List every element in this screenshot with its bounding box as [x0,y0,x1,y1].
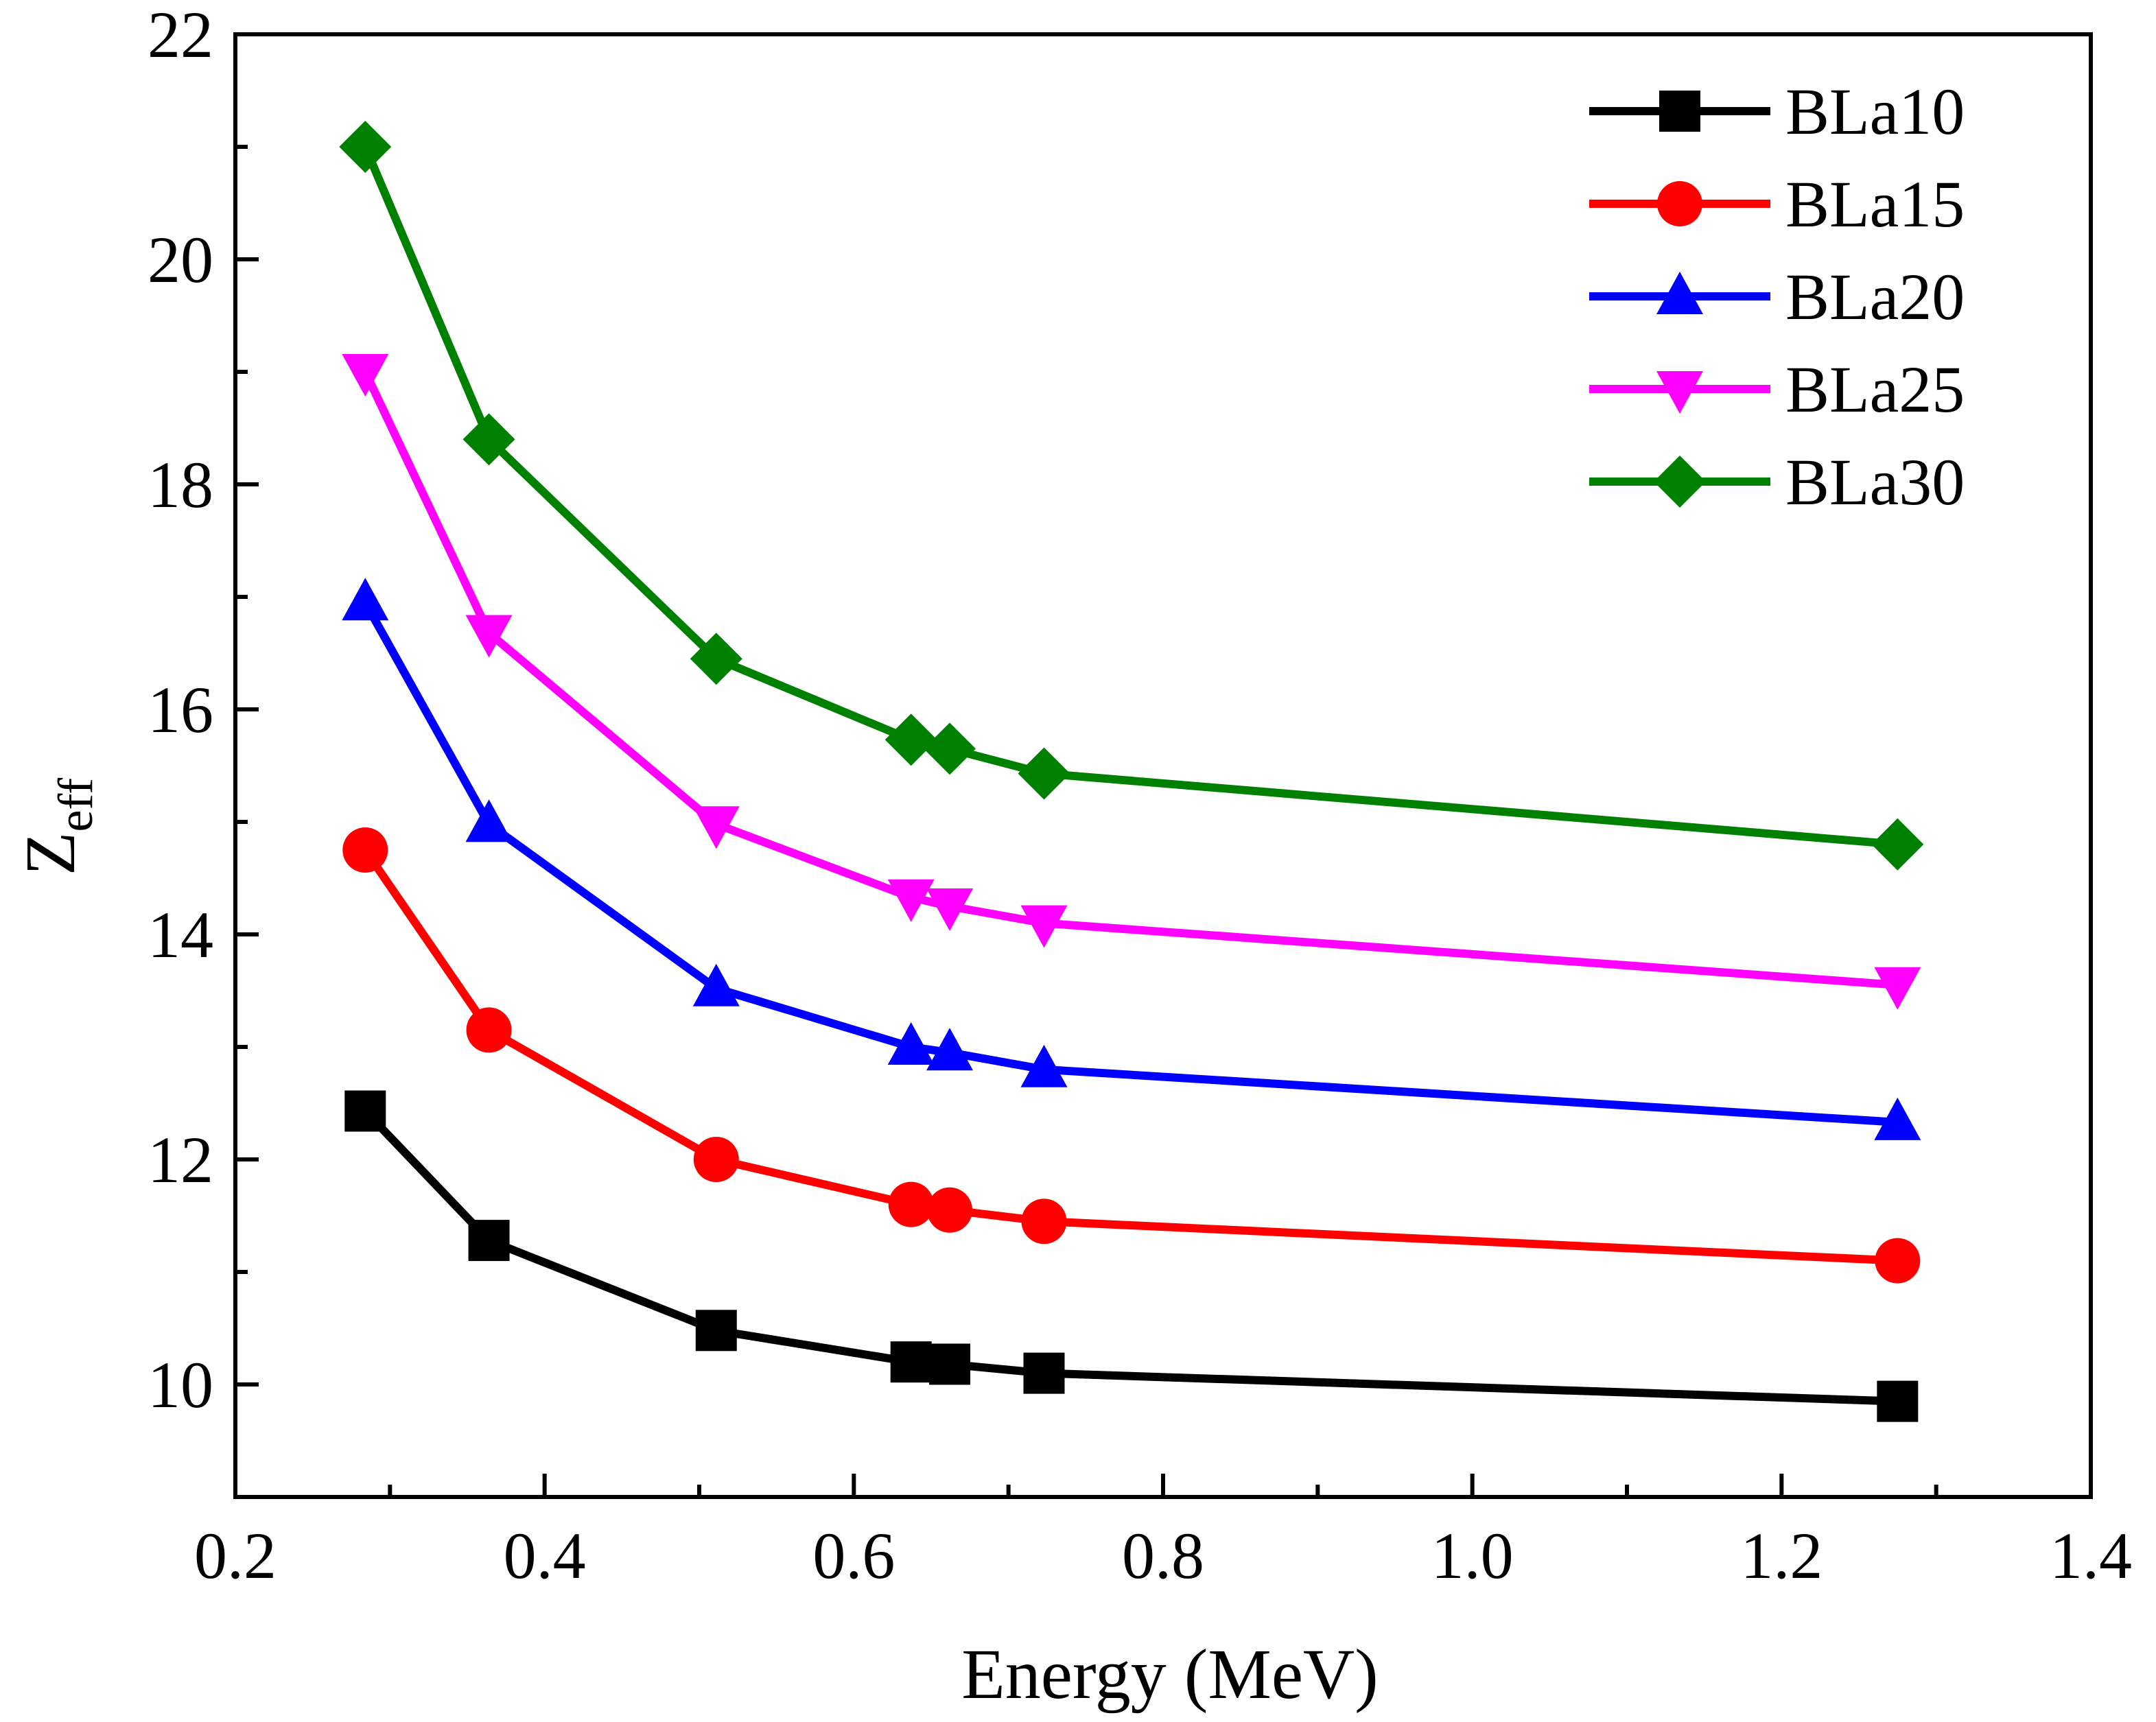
data-point-bla30 [1871,818,1924,871]
legend-item-bla10: BLa10 [1589,75,1965,148]
y-axis: 10 12 14 16 18 20 22 [148,0,259,1499]
legend-label-bla20: BLa20 [1785,260,1965,333]
legend-label-bla10: BLa10 [1785,75,1965,148]
data-point-bla25 [1020,905,1068,948]
data-point-bla20 [887,1022,935,1065]
series-line-bla20 [362,600,1898,1127]
data-point-bla20 [1020,1044,1068,1087]
y-tick-label: 16 [148,673,213,746]
legend-label-bla30: BLa30 [1785,445,1965,519]
data-point-bla10 [344,1090,386,1132]
data-point-bla15 [888,1181,934,1227]
y-axis-title-sub: eff [48,778,103,832]
data-point-bla15 [466,1007,512,1053]
legend-marker-bla15 [1657,181,1702,226]
data-point-bla10 [890,1341,932,1383]
data-point-bla15 [1875,1238,1921,1284]
x-tick-label: 0.2 [194,1519,277,1592]
legend-marker-bla10 [1659,91,1700,132]
x-axis: 0.2 0.4 0.6 0.8 1.0 1.2 1.4 [194,1474,2132,1592]
legend-item-bla20: BLa20 [1589,260,1965,333]
x-tick-label: 0.4 [504,1519,586,1592]
data-point-bla25 [926,888,974,931]
data-point-bla30 [339,121,392,173]
data-point-bla20 [342,578,389,621]
y-axis-title: Zeff [11,778,103,875]
legend-label-bla25: BLa25 [1785,353,1965,426]
y-tick-label: 10 [148,1348,213,1422]
data-point-bla20 [926,1028,974,1071]
data-point-bla15 [693,1137,739,1182]
series-line-bla30 [361,145,1898,849]
data-point-bla30 [462,413,515,466]
data-point-bla20 [692,963,740,1006]
data-point-bla30 [690,633,742,685]
data-point-bla25 [887,879,935,922]
x-tick-label: 1.4 [2050,1519,2132,1592]
data-point-bla10 [1023,1352,1065,1394]
series-bla10 [344,1090,1919,1422]
legend-label-bla15: BLa15 [1785,167,1965,241]
x-tick-label: 0.8 [1122,1519,1204,1592]
series-line-bla10 [362,1108,1898,1406]
x-axis-title: Energy (MeV) [961,1635,1378,1714]
y-tick-label: 22 [148,0,213,71]
series-bla25 [342,354,1921,1010]
data-point-bla20 [465,799,513,842]
x-tick-label: 0.6 [812,1519,895,1592]
legend-item-bla15: BLa15 [1589,167,1965,241]
data-point-bla20 [1874,1097,1921,1140]
data-point-bla25 [692,806,740,849]
legend-item-bla25: BLa25 [1589,353,1965,426]
data-point-bla30 [884,713,937,766]
x-tick-label: 1.2 [1740,1519,1823,1592]
data-point-bla25 [465,615,513,658]
legend-marker-bla30 [1654,456,1706,508]
y-tick-label: 20 [148,223,213,296]
data-point-bla25 [1874,967,1921,1010]
y-tick-label: 18 [148,448,213,521]
data-point-bla10 [695,1310,737,1352]
data-point-bla15 [927,1187,973,1233]
x-tick-label: 1.0 [1431,1519,1514,1592]
legend: BLa10 BLa15 BLa20 BLa25 BLa30 [1589,75,1965,519]
series-line-bla15 [362,847,1898,1265]
data-point-bla30 [1018,747,1070,800]
series-layer [339,121,1924,1422]
y-axis-title-main: Z [11,832,90,876]
data-point-bla10 [929,1343,971,1385]
data-point-bla25 [342,354,389,397]
y-tick-label: 12 [148,1123,213,1196]
series-bla30 [339,121,1924,871]
data-point-bla10 [468,1220,510,1262]
plot-frame [233,32,2093,1499]
legend-item-bla30: BLa30 [1589,445,1965,519]
series-bla15 [342,827,1921,1284]
series-bla20 [342,578,1921,1140]
y-tick-label: 14 [148,898,213,971]
series-line-bla25 [361,370,1898,989]
data-point-bla30 [924,722,976,775]
data-point-bla10 [1877,1380,1919,1422]
legend-marker-bla20 [1656,272,1703,314]
legend-marker-bla25 [1656,371,1703,414]
data-point-bla15 [342,827,388,873]
data-point-bla15 [1021,1199,1067,1245]
